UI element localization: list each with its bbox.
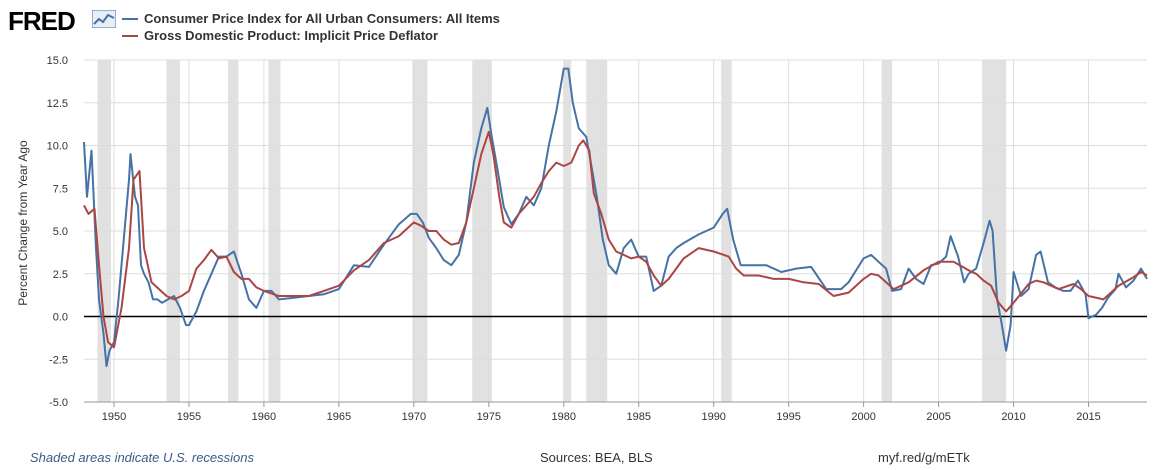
- x-tick-label: 2015: [1076, 411, 1100, 423]
- x-tick-label: 1960: [252, 411, 276, 423]
- legend-swatch-cpi: [122, 17, 138, 20]
- fred-logo[interactable]: FRED: [8, 6, 76, 36]
- x-tick-label: 2005: [926, 411, 950, 423]
- line-chart-icon: [92, 10, 116, 28]
- chart-legend[interactable]: Consumer Price Index for All Urban Consu…: [122, 10, 500, 44]
- x-tick-label: 1965: [327, 411, 351, 423]
- x-tick-label: 2000: [851, 411, 875, 423]
- legend-item-cpi[interactable]: Consumer Price Index for All Urban Consu…: [122, 10, 500, 27]
- legend-label-gdp: Gross Domestic Product: Implicit Price D…: [144, 28, 439, 43]
- x-tick-label: 1985: [626, 411, 650, 423]
- y-tick-label: -2.5: [49, 354, 68, 366]
- legend-item-gdp[interactable]: Gross Domestic Product: Implicit Price D…: [122, 27, 500, 44]
- y-tick-label: 2.5: [53, 269, 68, 281]
- x-tick-label: 1950: [102, 411, 126, 423]
- y-tick-label: 12.5: [47, 98, 68, 110]
- x-tick-label: 1980: [552, 411, 576, 423]
- legend-label-cpi: Consumer Price Index for All Urban Consu…: [144, 11, 500, 26]
- x-tick-label: 1975: [477, 411, 501, 423]
- series-line-gdp: [83, 130, 1148, 349]
- x-tick-label: 2010: [1001, 411, 1025, 423]
- sources-text: Sources: BEA, BLS: [540, 450, 653, 465]
- y-tick-label: 15.0: [47, 55, 68, 67]
- x-tick-label: 1970: [402, 411, 426, 423]
- y-tick-label: -5.0: [49, 397, 68, 409]
- short-link[interactable]: myf.red/g/mETk: [878, 450, 970, 465]
- recession-note: Shaded areas indicate U.S. recessions: [30, 450, 255, 465]
- legend-swatch-gdp: [122, 34, 138, 37]
- y-tick-label: 10.0: [47, 141, 68, 153]
- y-tick-label: 0.0: [53, 312, 68, 324]
- x-tick-label: 1995: [776, 411, 800, 423]
- y-tick-label: 7.5: [53, 183, 68, 195]
- x-tick-label: 1955: [177, 411, 201, 423]
- y-tick-label: 5.0: [53, 226, 68, 238]
- x-tick-label: 1990: [701, 411, 725, 423]
